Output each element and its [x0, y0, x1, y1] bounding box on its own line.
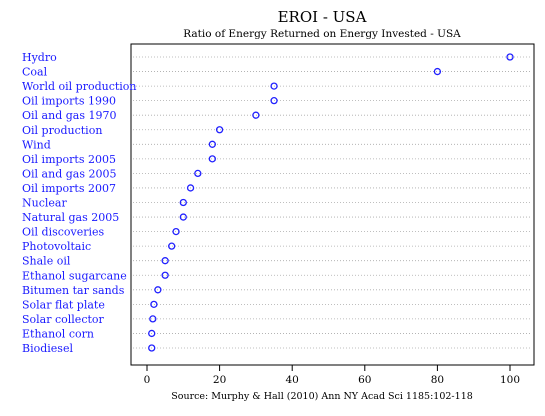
chart-subtitle: Ratio of Energy Returned on Energy Inves…	[183, 28, 461, 40]
category-label: Bitumen tar sands	[22, 284, 125, 297]
category-label: Oil imports 1990	[22, 95, 116, 108]
grid-lines	[133, 56, 532, 349]
chart-title: EROI - USA	[278, 8, 367, 26]
data-point	[208, 140, 216, 148]
data-point	[208, 155, 216, 163]
category-label: Oil imports 2007	[22, 182, 116, 195]
category-label: Coal	[22, 66, 48, 79]
category-label: Ethanol corn	[22, 327, 94, 340]
data-point	[161, 271, 169, 279]
category-label: Photovoltaic	[22, 240, 91, 253]
data-point	[154, 286, 162, 294]
data-point	[506, 53, 514, 61]
data-point	[150, 300, 158, 309]
category-label: Oil and gas 2005	[22, 167, 116, 180]
x-tick-label: 0	[144, 374, 151, 386]
category-label: Oil discoveries	[22, 226, 105, 239]
category-label: World oil production	[22, 80, 137, 93]
data-point	[161, 257, 169, 265]
data-point	[433, 67, 442, 76]
data-point	[252, 111, 260, 119]
data-points	[148, 53, 514, 352]
x-tick-label: 40	[286, 374, 299, 386]
category-label: Ethanol sugarcane	[22, 269, 127, 282]
data-point	[179, 198, 187, 207]
x-tick-label: 20	[213, 374, 226, 386]
category-label: Oil and gas 1970	[22, 109, 116, 122]
data-point	[270, 82, 278, 90]
data-point	[172, 227, 180, 236]
category-label: Shale oil	[22, 255, 71, 268]
data-point	[215, 126, 224, 134]
data-point	[148, 344, 156, 352]
category-label: Biodiesel	[22, 342, 73, 355]
category-label: Nuclear	[22, 197, 67, 210]
data-point	[194, 169, 202, 178]
data-point	[179, 213, 187, 221]
x-tick-label: 80	[431, 374, 444, 386]
category-label: Oil production	[22, 124, 102, 137]
x-axis: 0 20 40 60 80 100	[144, 365, 520, 386]
data-point	[270, 97, 278, 105]
category-label: Natural gas 2005	[22, 211, 119, 224]
category-label: Oil imports 2005	[22, 153, 116, 166]
x-tick-label: 60	[358, 374, 371, 386]
data-point	[148, 329, 156, 338]
category-label: Solar flat plate	[22, 298, 105, 311]
plot-frame	[130, 43, 535, 366]
data-point	[149, 315, 157, 323]
chart-source: Source: Murphy & Hall (2010) Ann NY Acad…	[171, 391, 473, 402]
category-label: Hydro	[22, 51, 57, 64]
x-tick-label: 100	[500, 374, 520, 386]
data-point	[186, 184, 195, 192]
data-point	[168, 242, 176, 250]
category-label: Wind	[22, 138, 51, 151]
category-label: Solar collector	[22, 313, 105, 326]
